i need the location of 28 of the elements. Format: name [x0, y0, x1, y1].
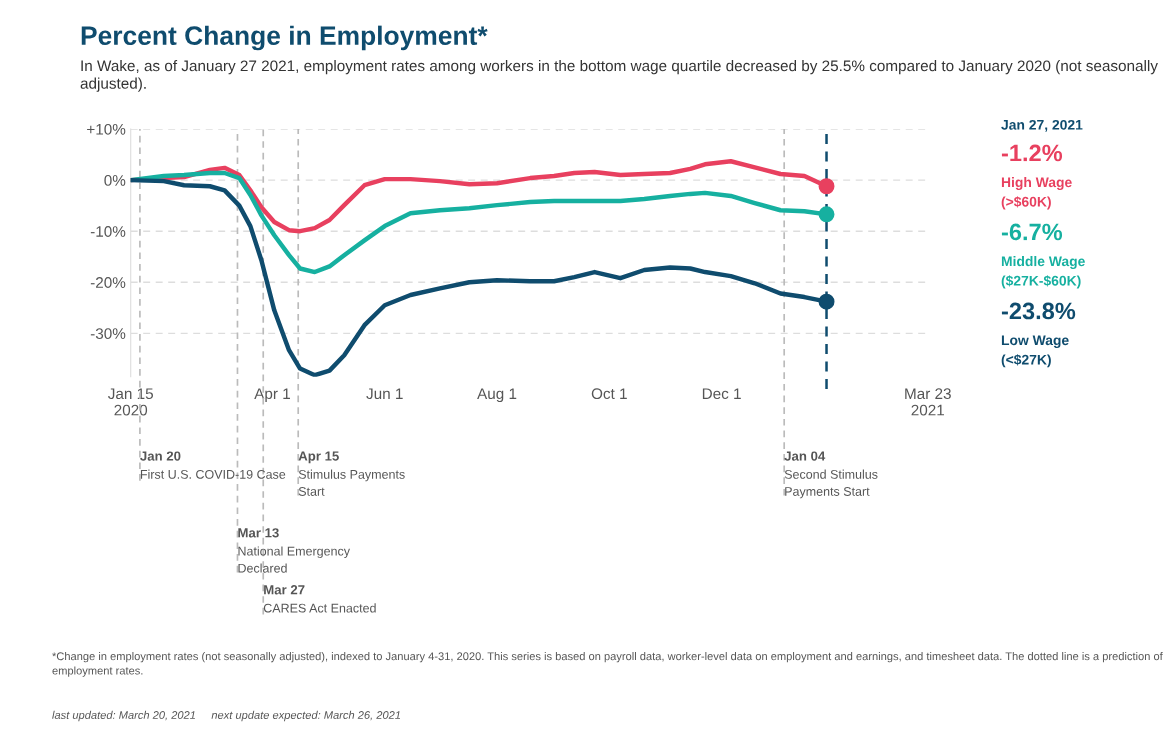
ref-line-label: Apr 15 Stimulus Payments Start	[298, 451, 405, 496]
y-tick-label: -20%	[90, 277, 126, 288]
x-tick-label: Apr 1	[254, 388, 290, 403]
y-tick-label: +10%	[87, 123, 126, 135]
y-tick-label: -30%	[90, 328, 126, 340]
text: -1.2%	[1001, 144, 1063, 162]
chart-title: Percent Change in Employment*	[81, 25, 488, 51]
x-tick-label: Dec 1	[702, 388, 741, 400]
text: Low Wage (<$27K)	[1001, 335, 1069, 368]
y-tick-label: -10%	[90, 226, 126, 237]
x-tick-label: Aug 1	[477, 388, 517, 403]
text: last updated: March 20, 2021 next update expected: March 26, 2021	[52, 710, 401, 722]
text: -23.8%	[1001, 302, 1076, 320]
ref-line-label: Jan 04 Second Stimulus Payments Start	[784, 451, 878, 499]
text: *Change in employment rates (not seasonally adjusted), indexed to January 4-31, 2020. This series is based on payroll data, worker-level data on employment and earnings, and timesheet data. The dotted line is a prediction of employment rates.	[52, 652, 1163, 677]
x-tick-label: Mar 23 2021	[905, 388, 951, 416]
ref-line-label: Mar 13 National Emergency Declared	[238, 528, 350, 573]
text: High Wage (>$60K)	[1001, 177, 1072, 210]
x-tick-label: Jun 1	[366, 388, 403, 400]
ref-line-label: Jan 27, 2021	[1001, 119, 1083, 132]
x-tick-label: Oct 1	[591, 388, 627, 400]
text: Middle Wage ($27K-$60K)	[1001, 256, 1085, 289]
chart-subtitle: In Wake, as of January 27 2021, employment rates among workers in the bottom wage quartile decreased by 25.5% compared to January 2020 (not seasonally adjusted).	[80, 60, 1158, 92]
text: -6.7%	[1001, 223, 1063, 241]
ref-line-label: Jan 20 First U.S. COVID-19 Case	[140, 451, 286, 479]
x-tick-label: Jan 15 2020	[108, 388, 153, 416]
y-tick-label: 0%	[104, 174, 126, 186]
ref-line-label: Mar 27 CARES Act Enacted	[263, 585, 376, 613]
